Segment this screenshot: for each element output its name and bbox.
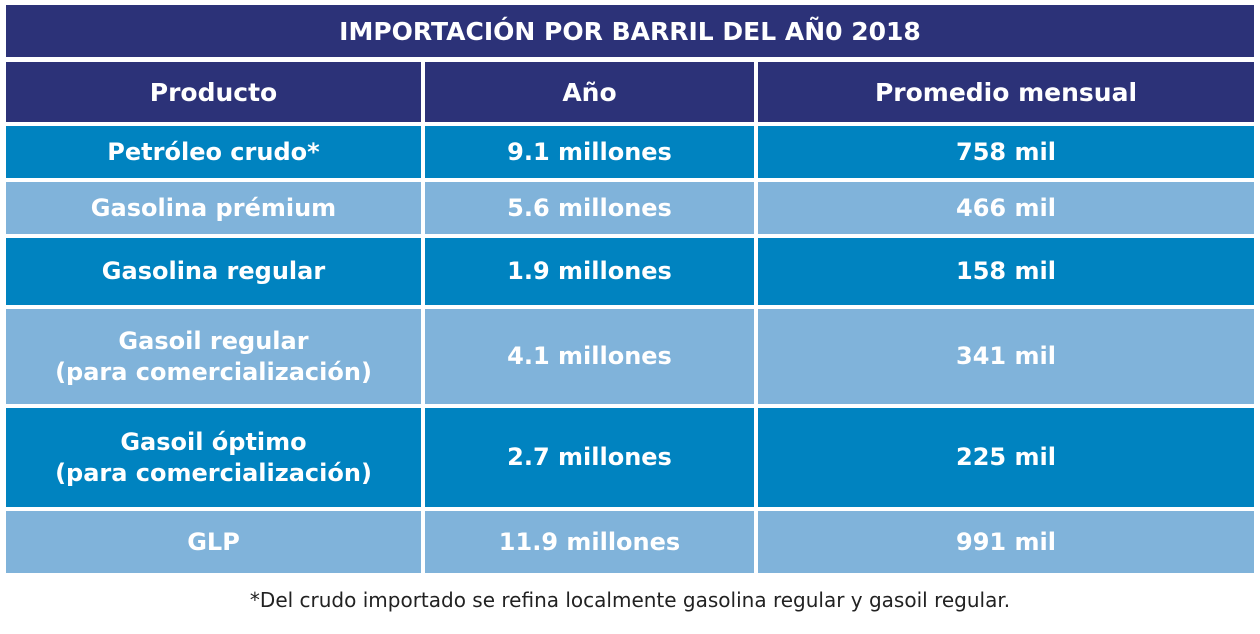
footnote: *Del crudo importado se refina localment…	[249, 588, 1011, 612]
table-title: IMPORTACIÓN POR BARRIL DEL AÑ0 2018	[6, 5, 1254, 57]
monthly-value: 225 mil	[956, 443, 1056, 471]
table-row: Gasoil óptimo (para comercialización) 2.7 …	[6, 408, 1254, 507]
year-value: 9.1 millones	[507, 137, 672, 166]
table-row: Gasolina prémium 5.6 millones 466 mil	[6, 182, 1254, 234]
year-cell: 2.7 millones	[425, 408, 754, 507]
table-row: GLP 11.9 millones 991 mil	[6, 511, 1254, 573]
year-value: 5.6 millones	[507, 193, 672, 222]
product-cell: Gasolina prémium	[6, 182, 421, 234]
monthly-cell: 758 mil	[758, 126, 1254, 178]
table-row: Petróleo crudo* 9.1 millones 758 mil	[6, 126, 1254, 178]
year-cell: 11.9 millones	[425, 511, 754, 573]
product-name: Gasoil óptimo	[120, 427, 307, 456]
import-table: IMPORTACIÓN POR BARRIL DEL AÑ0 2018 Prod…	[6, 5, 1254, 577]
table-row: Gasoil regular (para comercialización) 4.1…	[6, 309, 1254, 404]
product-note: (para comercialización)	[55, 458, 372, 487]
year-cell: 4.1 millones	[425, 309, 754, 404]
year-cell: 5.6 millones	[425, 182, 754, 234]
product-name: GLP	[187, 527, 240, 556]
year-cell: 1.9 millones	[425, 238, 754, 305]
product-cell: GLP	[6, 511, 421, 573]
year-value: 1.9 millones	[507, 257, 672, 285]
product-name: Gasolina regular	[101, 257, 326, 285]
product-name: Gasoil regular	[118, 326, 309, 355]
monthly-value: 466 mil	[956, 193, 1056, 222]
header-year: Año	[425, 62, 754, 122]
monthly-cell: 158 mil	[758, 238, 1254, 305]
monthly-cell: 466 mil	[758, 182, 1254, 234]
monthly-value: 758 mil	[956, 137, 1056, 166]
year-value: 11.9 millones	[498, 527, 681, 556]
year-value: 2.7 millones	[507, 443, 672, 471]
year-value: 4.1 millones	[507, 342, 672, 370]
monthly-value: 991 mil	[956, 527, 1056, 556]
monthly-cell: 225 mil	[758, 408, 1254, 507]
monthly-value: 341 mil	[956, 342, 1056, 370]
monthly-cell: 991 mil	[758, 511, 1254, 573]
product-cell: Gasoil óptimo (para comercialización)	[6, 408, 421, 507]
year-cell: 9.1 millones	[425, 126, 754, 178]
product-cell: Gasoil regular (para comercialización)	[6, 309, 421, 404]
product-note: (para comercialización)	[55, 357, 372, 386]
product-name: Gasolina prémium	[90, 193, 337, 222]
monthly-cell: 341 mil	[758, 309, 1254, 404]
header-monthly: Promedio mensual	[758, 62, 1254, 122]
product-name: Petróleo crudo*	[107, 137, 320, 166]
product-cell: Gasolina regular	[6, 238, 421, 305]
header-row: Producto Año Promedio mensual	[6, 62, 1254, 122]
monthly-value: 158 mil	[956, 257, 1056, 285]
header-product: Producto	[6, 62, 421, 122]
product-cell: Petróleo crudo*	[6, 126, 421, 178]
table-row: Gasolina regular 1.9 millones 158 mil	[6, 238, 1254, 305]
